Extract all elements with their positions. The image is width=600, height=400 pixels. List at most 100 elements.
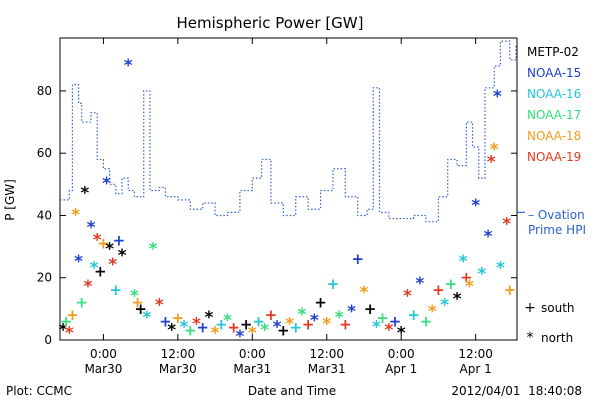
data-point: + bbox=[227, 319, 240, 337]
timestamp: 2012/04/01 18:40:08 bbox=[451, 384, 582, 398]
data-point: * bbox=[493, 87, 502, 107]
x-tick-label-time: 12:00 bbox=[309, 347, 344, 361]
ovation-line bbox=[60, 40, 517, 223]
data-point: * bbox=[285, 314, 294, 334]
legend-item: NOAA-17 bbox=[527, 108, 581, 122]
data-point: * bbox=[130, 286, 139, 306]
data-point: * bbox=[105, 240, 114, 260]
data-point: * bbox=[297, 305, 306, 325]
chart-title: Hemispheric Power [GW] bbox=[177, 14, 364, 32]
legend-symbol-label: south bbox=[541, 301, 575, 315]
data-point: + bbox=[60, 312, 73, 330]
data-point: * bbox=[310, 311, 319, 331]
data-point: + bbox=[277, 322, 290, 340]
data-point: * bbox=[223, 311, 232, 331]
data-point: * bbox=[192, 314, 201, 334]
data-point: + bbox=[240, 315, 253, 333]
x-tick-label-time: 12:00 bbox=[458, 347, 493, 361]
legend-symbol: * bbox=[527, 330, 534, 346]
x-tick-label-date: Apr 1 bbox=[385, 362, 417, 376]
data-point: + bbox=[94, 263, 107, 281]
data-point: * bbox=[384, 321, 393, 341]
ovation-label-line1: – Ovation bbox=[528, 208, 585, 222]
x-tick-label-time: 0:00 bbox=[90, 347, 117, 361]
data-point: + bbox=[289, 319, 302, 337]
data-point: * bbox=[335, 308, 344, 328]
data-point: * bbox=[260, 321, 269, 341]
data-point: * bbox=[397, 324, 406, 344]
data-point: * bbox=[403, 286, 412, 306]
data-point: + bbox=[460, 269, 473, 287]
data-point: * bbox=[102, 174, 111, 194]
data-point: + bbox=[339, 315, 352, 333]
legend-item: NOAA-16 bbox=[527, 87, 581, 101]
data-point: + bbox=[66, 306, 79, 324]
data-point: * bbox=[124, 56, 133, 76]
data-point: * bbox=[108, 255, 117, 275]
data-point: * bbox=[235, 327, 244, 347]
x-tick-label-date: Apr 1 bbox=[460, 362, 492, 376]
data-point: + bbox=[364, 300, 377, 318]
data-point: * bbox=[180, 317, 189, 337]
data-point: * bbox=[465, 277, 474, 297]
data-point: + bbox=[110, 281, 123, 299]
y-axis-label: P [GW] bbox=[3, 179, 17, 221]
y-tick-label: 40 bbox=[37, 208, 52, 222]
data-point: * bbox=[428, 302, 437, 322]
legend-item: NOAA-18 bbox=[527, 129, 581, 143]
data-point: + bbox=[131, 294, 144, 312]
data-point: * bbox=[471, 196, 480, 216]
data-point: * bbox=[155, 296, 164, 316]
data-point: * bbox=[490, 140, 499, 160]
data-point: * bbox=[487, 152, 496, 172]
data-point: * bbox=[477, 265, 486, 285]
data-point: + bbox=[376, 309, 389, 327]
y-tick-label: 60 bbox=[37, 146, 52, 160]
data-point: + bbox=[215, 315, 228, 333]
data-point: + bbox=[302, 315, 315, 333]
data-point: * bbox=[167, 321, 176, 341]
data-point: * bbox=[83, 277, 92, 297]
data-point: + bbox=[503, 281, 516, 299]
data-point: * bbox=[59, 321, 68, 341]
x-tick-label-date: Mar30 bbox=[159, 362, 197, 376]
data-point: + bbox=[351, 250, 364, 268]
data-point: + bbox=[172, 309, 185, 327]
data-point: * bbox=[347, 302, 356, 322]
data-point: * bbox=[149, 240, 158, 260]
data-point: * bbox=[453, 289, 462, 309]
data-point: + bbox=[432, 281, 445, 299]
data-point: * bbox=[322, 314, 331, 334]
data-point: + bbox=[196, 319, 209, 337]
data-point: * bbox=[80, 184, 89, 204]
x-tick-label-time: 12:00 bbox=[161, 347, 196, 361]
data-point: + bbox=[407, 306, 420, 324]
data-point: * bbox=[496, 258, 505, 278]
data-point: * bbox=[90, 258, 99, 278]
legend-symbol-label: north bbox=[541, 331, 573, 345]
y-tick-label: 0 bbox=[44, 333, 52, 347]
legend-item: NOAA-19 bbox=[527, 150, 581, 164]
data-point: * bbox=[502, 215, 511, 235]
x-tick-label-date: Mar30 bbox=[84, 362, 122, 376]
data-point: * bbox=[93, 230, 102, 250]
data-point: + bbox=[265, 306, 278, 324]
data-point: * bbox=[65, 324, 74, 344]
data-point: * bbox=[248, 324, 257, 344]
data-point: + bbox=[314, 294, 327, 312]
x-axis-label: Date and Time bbox=[248, 384, 336, 398]
data-point: * bbox=[440, 296, 449, 316]
legend-item: METP-02 bbox=[527, 45, 579, 59]
ovation-label-line2: Prime HPI bbox=[528, 223, 586, 237]
data-point: + bbox=[159, 312, 172, 330]
data-point: * bbox=[74, 252, 83, 272]
legend-item: NOAA-15 bbox=[527, 66, 581, 80]
data-point: + bbox=[184, 322, 197, 340]
y-tick-label: 80 bbox=[37, 84, 52, 98]
data-point: + bbox=[327, 275, 340, 293]
legend-symbol: + bbox=[524, 300, 536, 316]
data-point: * bbox=[71, 205, 80, 225]
x-tick-label-date: Mar31 bbox=[308, 362, 346, 376]
data-point: + bbox=[75, 294, 88, 312]
data-point: + bbox=[420, 312, 433, 330]
